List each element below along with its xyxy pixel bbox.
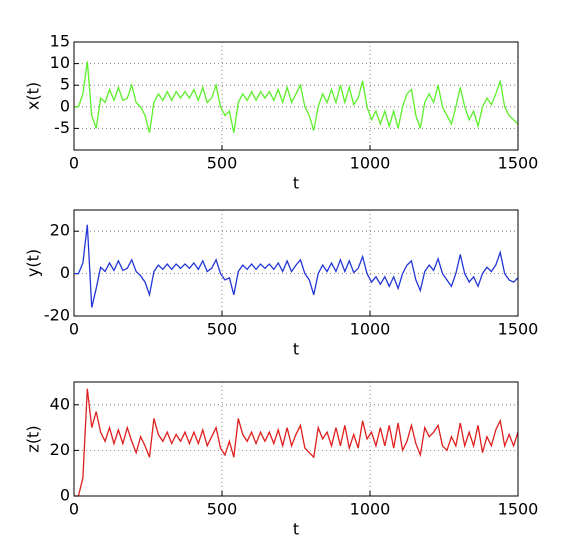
y-tick-label: 0 [60,96,70,115]
x-tick-label: 500 [207,320,238,339]
x-tick-label: 1000 [350,500,391,519]
y-tick-label: 40 [50,394,70,413]
x-tick-label: 500 [207,154,238,173]
y-axis-label: z(t) [24,425,43,452]
x-tick-label: 1500 [498,154,539,173]
x-tick-label: 1000 [350,320,391,339]
x-tick-label: 0 [69,320,79,339]
subplot: 0 20 40 0 500 1000 1500 t z(t) [24,381,539,539]
data-line [74,224,519,308]
plot-frame [73,209,519,317]
x-tick-label: 1500 [498,320,539,339]
x-axis-label: t [293,520,299,539]
plot-frame [73,381,519,497]
y-tick-label: -20 [44,306,70,325]
y-tick-label: 15 [50,32,70,51]
x-tick-label: 0 [69,154,79,173]
y-axis-label: x(t) [24,82,43,110]
y-tick-label: 20 [50,440,70,459]
y-tick-label: 0 [60,486,70,505]
x-axis-label: t [293,174,299,193]
data-line [74,61,519,133]
y-tick-label: 0 [60,263,70,282]
x-tick-label: 1500 [498,500,539,519]
data-line [74,388,519,497]
x-tick-label: 1000 [350,154,391,173]
y-axis-label: y(t) [24,249,43,277]
x-tick-label: 500 [207,500,238,519]
y-tick-label: 20 [50,221,70,240]
subplot: -5 0 5 10 15 0 500 1000 1500 t x(t) [24,32,539,193]
x-axis-label: t [293,340,299,359]
y-tick-label: 5 [60,75,70,94]
y-tick-label: 10 [50,53,70,72]
plot-frame [73,41,519,151]
y-tick-label: -5 [54,118,70,137]
x-tick-label: 0 [69,500,79,519]
